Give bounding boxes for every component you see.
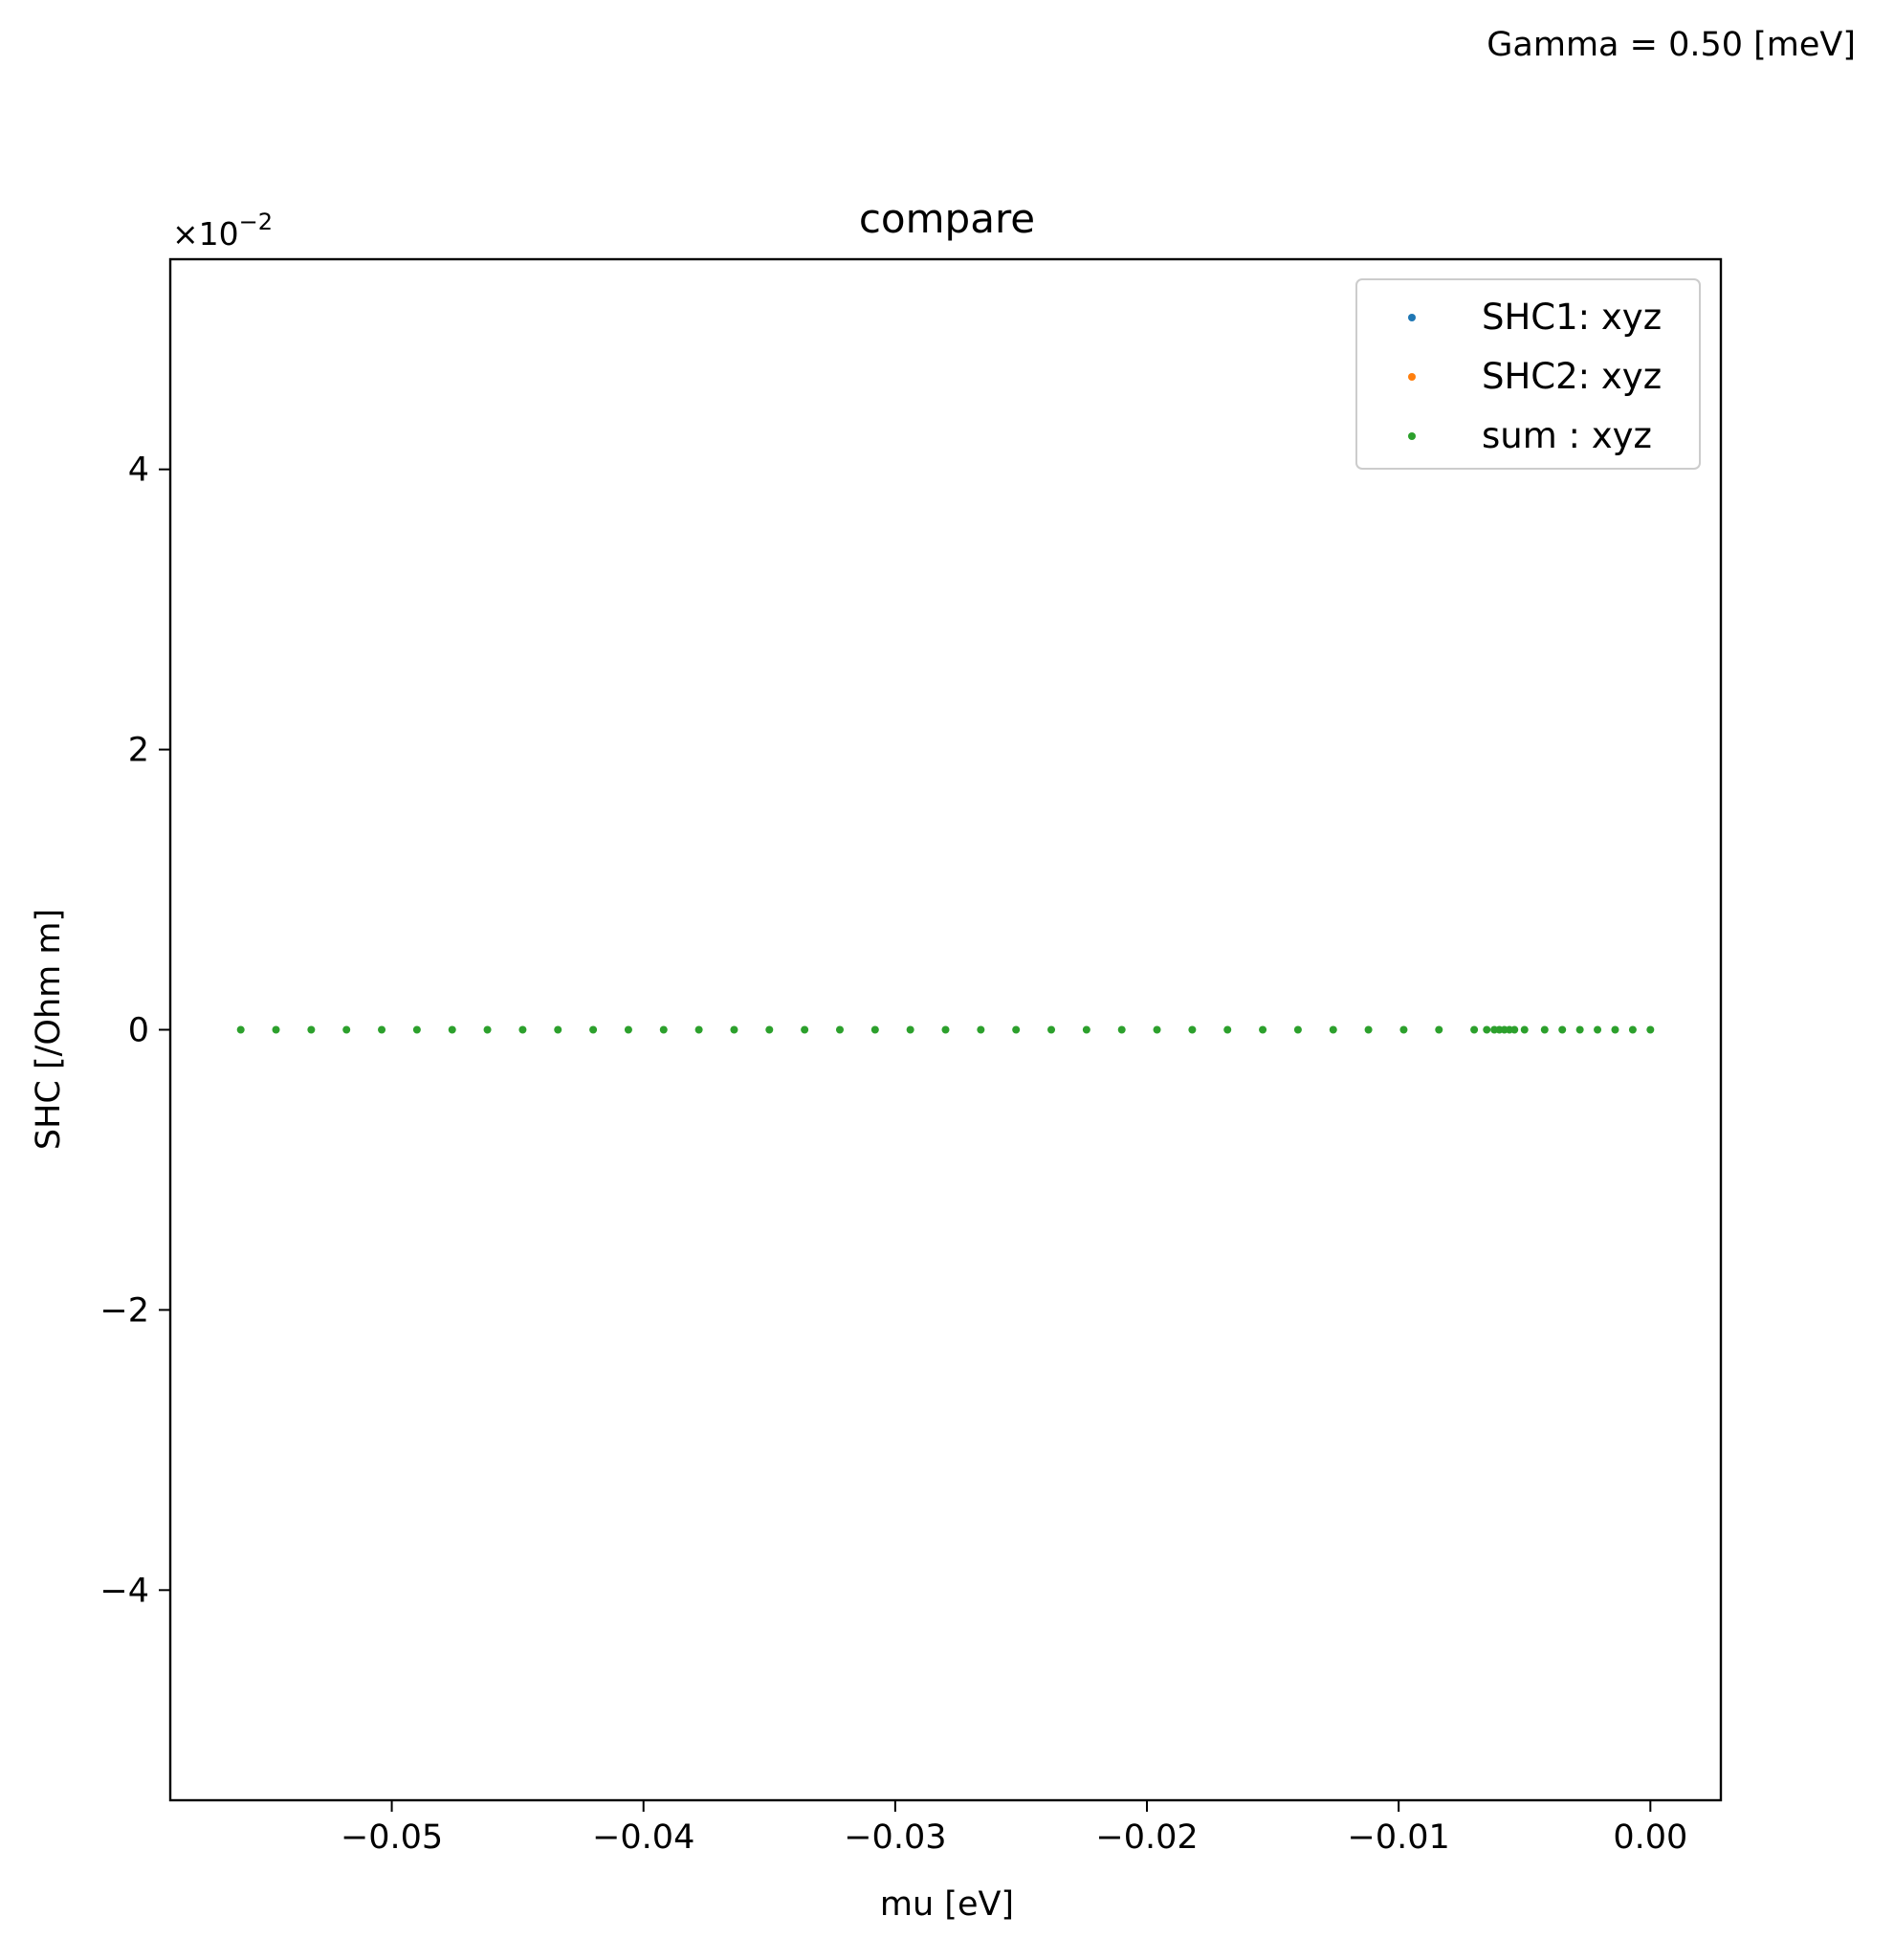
data-point (1470, 1025, 1479, 1034)
y-tick-label: 2 (128, 732, 149, 770)
data-point (1594, 1025, 1602, 1034)
data-point (1646, 1025, 1655, 1034)
x-tick-label: −0.04 (592, 1818, 694, 1857)
legend-label: sum : xyz (1482, 415, 1652, 456)
data-point (589, 1025, 598, 1034)
legend-entries: SHC1: xyz SHC2: xyz sum : xyz (1408, 297, 1662, 456)
data-point (1117, 1025, 1126, 1034)
x-tick-label: −0.05 (341, 1818, 443, 1857)
data-point (1435, 1025, 1443, 1034)
plot-area (236, 1025, 1655, 1034)
legend-frame (1355, 278, 1701, 470)
data-point (870, 1025, 879, 1034)
y-tick-label: −4 (99, 1572, 149, 1610)
data-point (1259, 1025, 1267, 1034)
x-tick-label: −0.02 (1095, 1818, 1198, 1857)
data-point (272, 1025, 280, 1034)
data-point (448, 1025, 456, 1034)
y-axis-label: SHC [/Ohm m] (30, 909, 68, 1150)
legend-marker (1408, 314, 1416, 321)
data-point (1082, 1025, 1090, 1034)
data-point (765, 1025, 774, 1034)
data-point (835, 1025, 844, 1034)
data-point (1611, 1025, 1619, 1034)
data-point (1223, 1025, 1232, 1034)
data-point (1012, 1025, 1021, 1034)
legend-marker (1408, 373, 1416, 381)
data-point (941, 1025, 950, 1034)
axes-frame (168, 257, 1723, 1802)
chart-title: compare (859, 195, 1035, 242)
y-tick-label: −2 (99, 1291, 149, 1330)
data-point (1047, 1025, 1056, 1034)
data-point (1540, 1025, 1549, 1034)
y-offset-base: ×10 (172, 215, 239, 253)
x-tick-label: 0.00 (1613, 1818, 1687, 1857)
data-point (694, 1025, 703, 1034)
data-point (1628, 1025, 1637, 1034)
data-point (1558, 1025, 1567, 1034)
y-tick-label: 4 (128, 451, 149, 490)
data-point (307, 1025, 316, 1034)
data-point (1483, 1025, 1491, 1034)
y-offset-exponent: −2 (239, 209, 273, 235)
data-point (342, 1025, 351, 1034)
data-point (236, 1025, 245, 1034)
x-axis-ticks: −0.05 −0.04 −0.03 −0.02 −0.01 0.00 (341, 1800, 1687, 1857)
series-3 (236, 1025, 1655, 1034)
data-point (801, 1025, 809, 1034)
data-point (1329, 1025, 1337, 1034)
y-offset-text: ×10−2 (172, 209, 273, 253)
data-point (659, 1025, 668, 1034)
data-point (1510, 1025, 1519, 1034)
data-point (554, 1025, 562, 1034)
legend-label: SHC1: xyz (1482, 297, 1662, 338)
legend: SHC1: xyz SHC2: xyz sum : xyz (1355, 278, 1701, 470)
x-tick-label: −0.03 (844, 1818, 946, 1857)
x-axis-label: mu [eV] (880, 1885, 1014, 1924)
y-axis-ticks: −4 −2 0 2 4 (99, 451, 170, 1610)
legend-label: SHC2: xyz (1482, 356, 1662, 397)
data-point (518, 1025, 527, 1034)
data-point (1364, 1025, 1373, 1034)
data-point (906, 1025, 914, 1034)
x-tick-label: −0.01 (1348, 1818, 1450, 1857)
data-point (483, 1025, 492, 1034)
data-point (1399, 1025, 1408, 1034)
y-tick-label: 0 (128, 1012, 149, 1050)
data-point (378, 1025, 386, 1034)
data-point (624, 1025, 632, 1034)
data-point (1575, 1025, 1584, 1034)
data-point (1153, 1025, 1161, 1034)
data-point (1520, 1025, 1529, 1034)
data-point (1293, 1025, 1302, 1034)
data-point (1188, 1025, 1197, 1034)
legend-marker (1408, 432, 1416, 440)
gamma-annotation: Gamma = 0.50 [meV] (1487, 26, 1856, 64)
data-point (412, 1025, 421, 1034)
data-point (730, 1025, 738, 1034)
data-point (977, 1025, 985, 1034)
